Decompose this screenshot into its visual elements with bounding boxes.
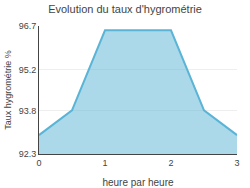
svg-text:92.3: 92.3 [19, 149, 37, 159]
svg-text:1: 1 [102, 158, 107, 168]
svg-text:96.7: 96.7 [19, 21, 37, 31]
svg-text:95.2: 95.2 [19, 65, 37, 75]
svg-text:Taux hygrométrie %: Taux hygrométrie % [3, 50, 13, 130]
svg-text:93.8: 93.8 [19, 106, 37, 116]
svg-text:2: 2 [168, 158, 173, 168]
svg-text:3: 3 [234, 158, 239, 168]
svg-text:heure par heure: heure par heure [102, 177, 174, 188]
svg-text:Evolution du taux d'hygrométri: Evolution du taux d'hygrométrie [48, 3, 202, 15]
svg-text:0: 0 [36, 158, 41, 168]
